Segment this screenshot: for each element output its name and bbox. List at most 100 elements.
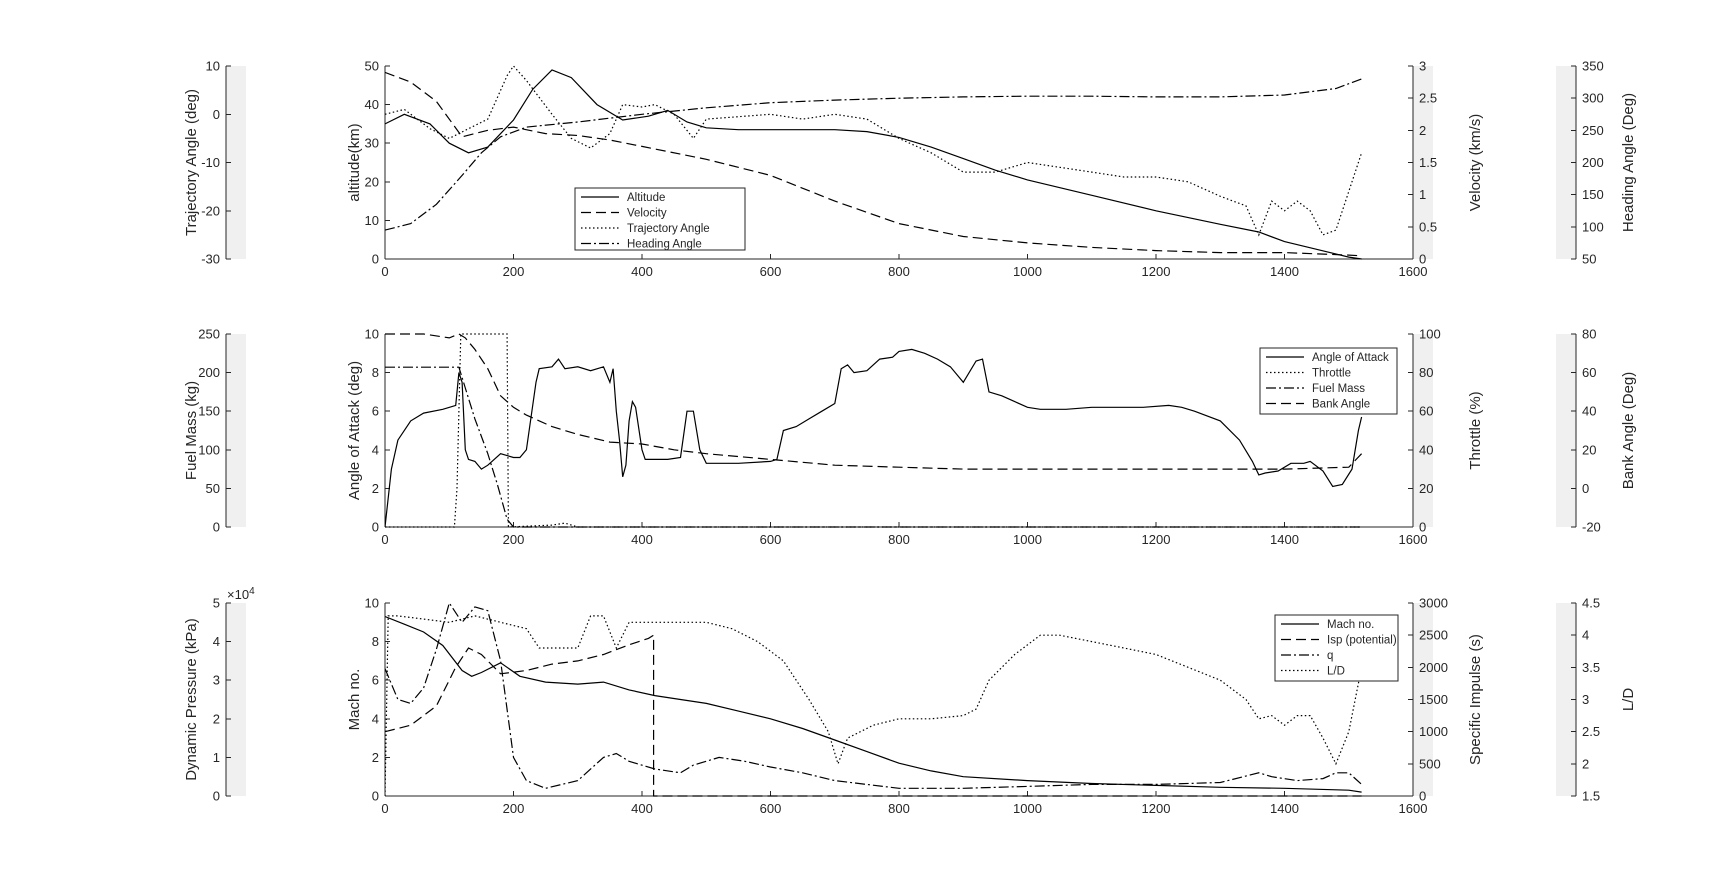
y-tick-label: -30	[201, 252, 220, 267]
y-tick-label: 2500	[1419, 628, 1448, 643]
y-tick-label: 0	[213, 789, 220, 804]
y-tick-label: 80	[1582, 327, 1596, 342]
y-tick-label: 20	[1582, 442, 1596, 457]
offset-axis-strip-left	[226, 334, 246, 527]
x-tick-label: 1000	[1013, 801, 1042, 816]
legend: Angle of Attack Throttle Fuel Mass Bank Ang…	[1259, 347, 1398, 415]
y-tick-label: 10	[206, 59, 220, 74]
y-tick-label: 0	[372, 789, 379, 804]
x-tick-label: 0	[381, 532, 388, 547]
series-line-4	[385, 333, 1363, 470]
legend-box	[574, 187, 746, 251]
y-tick-label: 8	[372, 365, 379, 380]
y-tick-label: 20	[1419, 481, 1433, 496]
y-tick-label: 40	[1419, 442, 1433, 457]
y-tick-label: 300	[1582, 91, 1604, 106]
y-tick-label: 100	[1419, 327, 1441, 342]
y-tick-label: 200	[1582, 155, 1604, 170]
x-tick-label: 1200	[1142, 264, 1171, 279]
legend: Altitude Velocity Trajectory Angle Heading …	[574, 187, 746, 251]
y-tick-label: 2000	[1419, 660, 1448, 675]
y-tick-label: -10	[201, 155, 220, 170]
x-tick-label: 1200	[1142, 801, 1171, 816]
series-line-1	[385, 69, 1362, 260]
chart-panel-3: 0 200 400 600 800 1000 1200 1400 16000246810Mach…	[183, 586, 1637, 816]
series-line-1	[385, 348, 1363, 528]
x-tick-label: 200	[503, 801, 525, 816]
x-tick-label: 800	[888, 532, 910, 547]
y-tick-label: 1.5	[1582, 789, 1600, 804]
legend-box	[1274, 614, 1399, 682]
y-tick-label: 50	[365, 59, 379, 74]
x-tick-label: 400	[631, 264, 653, 279]
y-tick-label: 0	[213, 520, 220, 535]
y-tick-label: 0	[1419, 520, 1426, 535]
y-tick-label: 4	[213, 634, 220, 649]
y-tick-label: 2.5	[1419, 91, 1437, 106]
y-tick-label: 5	[213, 596, 220, 611]
x-tick-label: 1000	[1013, 264, 1042, 279]
y-tick-label: 80	[1419, 365, 1433, 380]
x-tick-label: 600	[760, 532, 782, 547]
y-tick-label: 4	[372, 711, 379, 726]
chart-panel-1: 0 200 400 600 800 1000 1200 1400 160001020304050…	[183, 59, 1637, 280]
y-tick-label: 10	[365, 213, 379, 228]
y-axis-label: Heading Angle (Deg)	[1620, 93, 1637, 232]
y-tick-label: -20	[1582, 520, 1601, 535]
y-tick-label: 350	[1582, 59, 1604, 74]
x-tick-label: 1400	[1270, 532, 1299, 547]
y-tick-label: 2	[372, 481, 379, 496]
y-tick-label: 0.5	[1419, 219, 1437, 234]
y-tick-label: 100	[1582, 219, 1604, 234]
y-tick-label: 1.5	[1419, 155, 1437, 170]
y-tick-label: 4.5	[1582, 596, 1600, 611]
y-tick-label: 6	[372, 404, 379, 419]
series-line-2	[385, 634, 1362, 797]
y-tick-label: 2	[213, 711, 220, 726]
y-tick-label: 1500	[1419, 692, 1448, 707]
y-tick-label: 100	[198, 442, 220, 457]
legend-entry: Altitude	[627, 192, 665, 204]
y-tick-label: 1	[213, 750, 220, 765]
legend: Mach no. Isp (potential) q L/D	[1274, 614, 1399, 682]
legend-entry: L/D	[1327, 666, 1345, 678]
offset-axis-strip-right-inner	[1413, 334, 1433, 527]
y-tick-label: 1	[1419, 187, 1426, 202]
y-tick-label: 500	[1419, 756, 1441, 771]
exponent-base: ×10	[227, 587, 249, 602]
y-tick-label: 4	[372, 442, 379, 457]
y-tick-label: 3	[1419, 59, 1426, 74]
offset-axis-strip-left	[226, 603, 246, 796]
y-axis-label: Throttle (%)	[1467, 391, 1484, 469]
series-line-4	[385, 78, 1362, 231]
offset-axis-strip-right-inner	[1413, 66, 1433, 259]
y-tick-label: 150	[198, 404, 220, 419]
legend-entry: q	[1327, 650, 1333, 662]
series-line-3	[385, 366, 1362, 528]
x-tick-label: 1200	[1142, 532, 1171, 547]
y-tick-label: 40	[365, 97, 379, 112]
legend-entry: Velocity	[627, 208, 667, 220]
y-tick-label: 2	[1419, 123, 1426, 138]
exponent-power: 4	[249, 586, 255, 597]
y-tick-label: 6	[372, 673, 379, 688]
y-tick-label: 150	[1582, 187, 1604, 202]
y-tick-label: 60	[1419, 404, 1433, 419]
y-tick-label: 0	[1582, 481, 1589, 496]
legend-entry: Trajectory Angle	[627, 223, 710, 235]
x-tick-label: 1400	[1270, 264, 1299, 279]
y-tick-label: 3	[1582, 692, 1589, 707]
y-tick-label: 0	[372, 252, 379, 267]
legend-entry: Fuel Mass	[1312, 383, 1365, 395]
y-axis-label: Bank Angle (Deg)	[1620, 372, 1637, 490]
y-tick-label: 3000	[1419, 596, 1448, 611]
y-tick-label: 250	[1582, 123, 1604, 138]
y-axis-label: Trajectory Angle (deg)	[183, 89, 200, 236]
offset-axis-strip-right-outer	[1556, 334, 1576, 527]
y-axis-label: altitude(km)	[346, 123, 363, 201]
y-axis-label: Specific Impulse (s)	[1467, 634, 1484, 765]
x-tick-label: 800	[888, 264, 910, 279]
offset-axis-strip-right-outer	[1556, 66, 1576, 259]
y-tick-label: 10	[365, 596, 379, 611]
y-tick-label: 0	[1419, 252, 1426, 267]
